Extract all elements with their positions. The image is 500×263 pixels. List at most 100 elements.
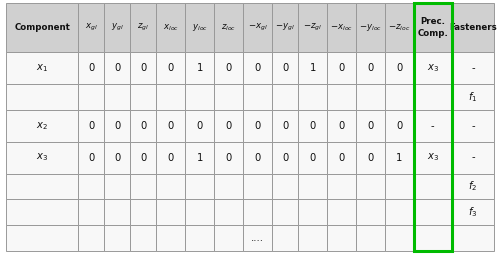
Bar	[6, 52, 78, 84]
Bar	[78, 141, 104, 174]
Bar	[156, 3, 186, 52]
Bar	[414, 174, 452, 199]
Bar	[298, 174, 327, 199]
Text: 0: 0	[140, 121, 146, 131]
Bar	[78, 174, 104, 199]
Bar	[356, 52, 385, 84]
Bar	[272, 110, 298, 141]
Text: $f_2$: $f_2$	[468, 180, 477, 193]
Bar	[356, 84, 385, 110]
Bar	[214, 110, 243, 141]
Bar	[327, 84, 356, 110]
Bar	[104, 84, 130, 110]
Bar	[452, 141, 494, 174]
Bar	[272, 199, 298, 225]
Bar	[356, 174, 385, 199]
Text: $z_{loc}$: $z_{loc}$	[221, 22, 236, 33]
Bar	[243, 84, 272, 110]
Text: $-z_{gl}$: $-z_{gl}$	[303, 22, 322, 33]
Bar	[214, 174, 243, 199]
Bar	[385, 110, 414, 141]
Text: -: -	[471, 153, 474, 163]
Bar	[104, 141, 130, 174]
Text: 0: 0	[310, 121, 316, 131]
Text: 0: 0	[254, 153, 261, 163]
Bar	[356, 141, 385, 174]
Bar	[414, 3, 452, 251]
Bar	[272, 141, 298, 174]
Text: $x_3$: $x_3$	[426, 62, 439, 74]
Text: 0: 0	[282, 153, 288, 163]
Bar	[414, 225, 452, 251]
Bar	[356, 225, 385, 251]
Bar	[272, 225, 298, 251]
Bar	[243, 225, 272, 251]
Bar	[214, 141, 243, 174]
Bar	[6, 110, 78, 141]
Bar	[78, 52, 104, 84]
Bar	[104, 3, 130, 52]
Text: 0: 0	[338, 121, 344, 131]
Text: Component: Component	[14, 23, 70, 32]
Bar	[78, 110, 104, 141]
Text: -: -	[471, 121, 474, 131]
Text: 0: 0	[396, 63, 402, 73]
Text: $-y_{gl}$: $-y_{gl}$	[275, 22, 295, 33]
Bar	[452, 225, 494, 251]
Text: Comp.: Comp.	[418, 29, 448, 38]
Bar	[186, 3, 214, 52]
Text: ....: ....	[251, 233, 264, 243]
Bar	[214, 52, 243, 84]
Text: 0: 0	[254, 63, 261, 73]
Bar	[156, 110, 186, 141]
Bar	[156, 84, 186, 110]
Bar	[130, 110, 156, 141]
Bar	[130, 225, 156, 251]
Text: 1: 1	[310, 63, 316, 73]
Bar	[356, 110, 385, 141]
Text: 0: 0	[88, 121, 94, 131]
Text: 0: 0	[140, 63, 146, 73]
Bar	[6, 199, 78, 225]
Bar	[186, 84, 214, 110]
Bar	[104, 199, 130, 225]
Text: 0: 0	[88, 63, 94, 73]
Text: $y_{gl}$: $y_{gl}$	[111, 22, 124, 33]
Bar	[243, 174, 272, 199]
Bar	[130, 141, 156, 174]
Bar	[298, 199, 327, 225]
Bar	[214, 225, 243, 251]
Bar	[414, 141, 452, 174]
Bar	[327, 3, 356, 52]
Text: 0: 0	[368, 121, 374, 131]
Bar	[327, 225, 356, 251]
Text: 0: 0	[88, 153, 94, 163]
Bar	[130, 199, 156, 225]
Bar	[272, 52, 298, 84]
Text: 0: 0	[368, 153, 374, 163]
Bar	[214, 84, 243, 110]
Bar	[327, 174, 356, 199]
Bar	[78, 3, 104, 52]
Bar	[186, 52, 214, 84]
Bar	[243, 141, 272, 174]
Bar	[214, 199, 243, 225]
Bar	[186, 110, 214, 141]
Text: 0: 0	[310, 153, 316, 163]
Text: Prec.: Prec.	[420, 17, 446, 26]
Bar	[452, 3, 494, 52]
Bar	[104, 174, 130, 199]
Text: $-x_{gl}$: $-x_{gl}$	[248, 22, 268, 33]
Bar	[414, 3, 452, 52]
Bar	[6, 225, 78, 251]
Text: 0: 0	[226, 63, 232, 73]
Bar	[130, 84, 156, 110]
Bar	[298, 52, 327, 84]
Bar	[272, 84, 298, 110]
Bar	[385, 52, 414, 84]
Bar	[452, 110, 494, 141]
Bar	[243, 3, 272, 52]
Bar	[327, 141, 356, 174]
Bar	[130, 3, 156, 52]
Bar	[327, 52, 356, 84]
